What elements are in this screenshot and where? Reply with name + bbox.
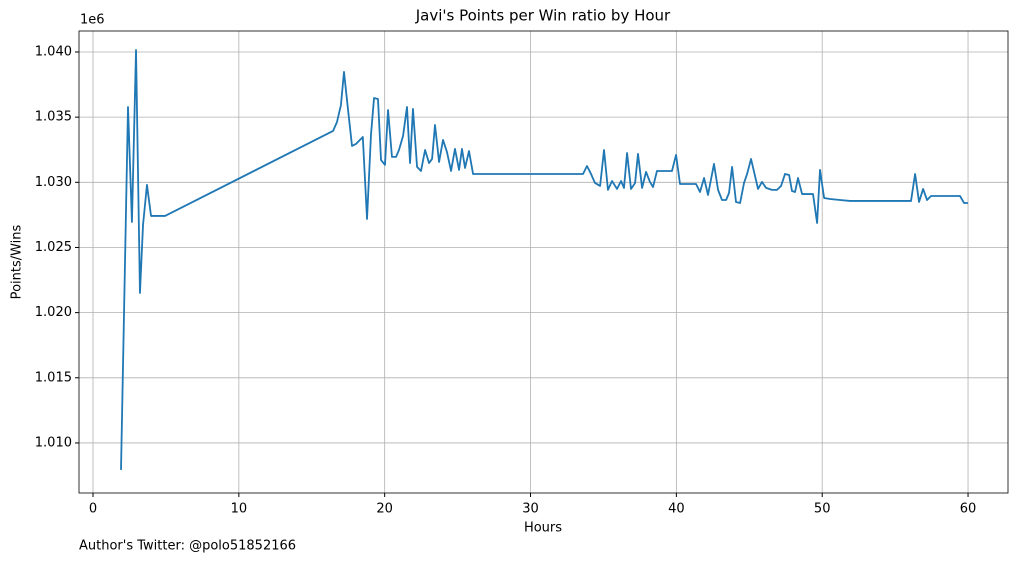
x-axis-label: Hours	[524, 521, 562, 536]
y-tick-label: 1.015	[35, 370, 72, 385]
y-tick-label: 1.040	[35, 44, 72, 59]
x-tick-label: 30	[522, 502, 539, 517]
footer-note: Author's Twitter: @polo51852166	[79, 539, 296, 554]
y-offset-label: 1e6	[80, 13, 105, 28]
x-tick-label: 60	[960, 502, 977, 517]
x-tick-label: 40	[668, 502, 685, 517]
x-tick-label: 0	[89, 502, 97, 517]
y-tick-label: 1.030	[35, 175, 72, 190]
y-tick-label: 1.010	[35, 435, 72, 450]
y-tick-label: 1.020	[35, 305, 72, 320]
x-tick-label: 10	[231, 502, 248, 517]
y-tick-label: 1.025	[35, 240, 72, 255]
y-tick-label: 1.035	[35, 110, 72, 125]
plot-frame	[78, 30, 1009, 494]
y-axis-label: Points/Wins	[10, 224, 25, 299]
chart-title: Javi's Points per Win ratio by Hour	[415, 7, 671, 25]
data-line	[120, 49, 969, 470]
x-tick-label: 50	[814, 502, 831, 517]
x-tick-label: 20	[376, 502, 393, 517]
